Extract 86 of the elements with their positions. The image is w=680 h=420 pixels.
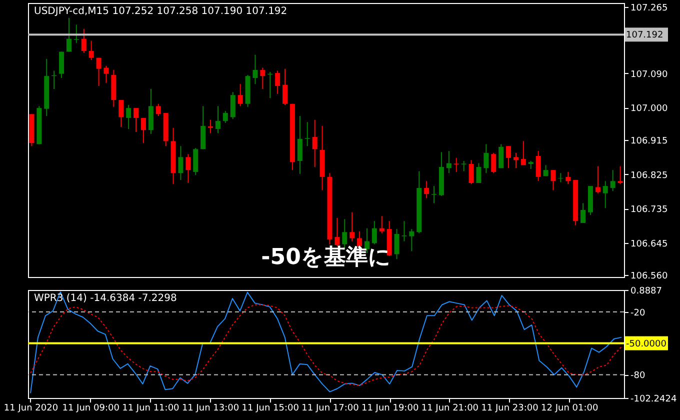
- candlestick: [610, 170, 616, 192]
- candlestick: [140, 117, 146, 144]
- y-tick-label: 107.090: [630, 70, 668, 80]
- candlestick: [222, 110, 228, 124]
- x-tick-label: 11 Jun 09:00: [62, 404, 120, 414]
- candlestick: [454, 157, 459, 172]
- y-tick-label: 106.645: [630, 239, 668, 250]
- candlestick: [550, 170, 556, 191]
- candlestick: [126, 104, 132, 130]
- candlestick: [74, 24, 79, 44]
- x-tick-label: 11 Jun 11:00: [122, 404, 180, 414]
- candlestick: [468, 160, 474, 185]
- x-tick-label: 11 Jun 19:00: [361, 404, 419, 414]
- candlestick: [208, 119, 214, 134]
- candlestick: [334, 218, 340, 247]
- line-series: [30, 304, 622, 386]
- candlestick: [312, 119, 318, 168]
- candlestick: [304, 122, 310, 147]
- candlestick: [96, 57, 102, 86]
- ref-line-label: -50.0000: [626, 339, 667, 350]
- candlestick: [81, 28, 86, 54]
- candlestick: [148, 88, 154, 134]
- y-tick-label: 106.825: [630, 170, 668, 181]
- candlestick: [66, 17, 72, 52]
- candlestick: [238, 84, 243, 107]
- candlestick: [446, 150, 452, 174]
- y-tick-label: -20: [630, 308, 646, 318]
- candlestick: [520, 140, 526, 166]
- y-tick-label: 107.265: [630, 3, 668, 14]
- candlestick: [379, 216, 384, 234]
- candlestick: [200, 106, 206, 150]
- y-tick-label: 106.560: [630, 272, 668, 282]
- candlestick: [178, 146, 184, 180]
- candlestick: [282, 68, 288, 106]
- y-tick-label: -102.2424: [630, 394, 677, 404]
- candlestick: [252, 54, 258, 85]
- x-tick-label: 11 Jun 13:00: [182, 404, 240, 414]
- candlestick: [275, 70, 280, 94]
- y-tick-label: 107.000: [630, 104, 668, 114]
- candlestick: [156, 103, 161, 117]
- candlestick: [230, 92, 236, 120]
- x-tick-label: 11 Jun 15:00: [242, 404, 300, 414]
- candlestick: [476, 162, 482, 184]
- ref-line-label: 107.192: [626, 30, 664, 41]
- x-tick-label: 11 Jun 2020: [4, 404, 58, 414]
- candlestick: [498, 144, 504, 169]
- candlestick: [186, 154, 191, 184]
- candlestick: [297, 116, 302, 174]
- candlestick: [350, 212, 355, 242]
- candlestick: [402, 220, 407, 242]
- y-tick-label: 0.8887: [630, 286, 662, 296]
- chart-title: USDJPY-cd,M15 107.252 107.258 107.190 107.192: [34, 6, 288, 17]
- candlestick: [618, 166, 623, 185]
- candlestick: [215, 106, 220, 134]
- candlestick: [134, 108, 139, 133]
- candlestick: [461, 160, 466, 172]
- candlestick: [394, 228, 400, 260]
- x-tick-label: 12 Jun 01:00: [541, 404, 598, 414]
- candlestick: [491, 152, 496, 174]
- candlestick: [193, 147, 198, 176]
- y-tick-label: 106.735: [630, 205, 668, 215]
- candlestick: [432, 186, 437, 204]
- candlestick: [104, 65, 109, 84]
- candlestick: [260, 67, 266, 90]
- candlestick: [118, 100, 124, 128]
- candlestick: [409, 228, 414, 252]
- candlestick: [566, 171, 571, 185]
- annotation: -50を基準に: [261, 245, 391, 270]
- candlestick: [372, 220, 377, 245]
- y-tick-label: 106.915: [630, 136, 668, 146]
- y-tick-label: -80: [630, 371, 646, 382]
- candlestick: [595, 166, 600, 194]
- candlestick: [580, 202, 586, 224]
- candlestick: [506, 146, 512, 169]
- candlestick: [602, 180, 608, 209]
- line-series: [30, 291, 622, 394]
- candlestick: [484, 144, 489, 174]
- x-tick-label: 11 Jun 21:00: [421, 404, 479, 414]
- candlestick: [88, 40, 94, 61]
- x-tick-label: 11 Jun 17:00: [302, 404, 360, 414]
- candlestick: [536, 150, 541, 182]
- x-tick-label: 11 Jun 23:00: [481, 404, 539, 414]
- candlestick: [513, 152, 518, 169]
- candlestick: [424, 180, 430, 199]
- candlestick: [59, 51, 64, 78]
- candlestick: [558, 172, 564, 183]
